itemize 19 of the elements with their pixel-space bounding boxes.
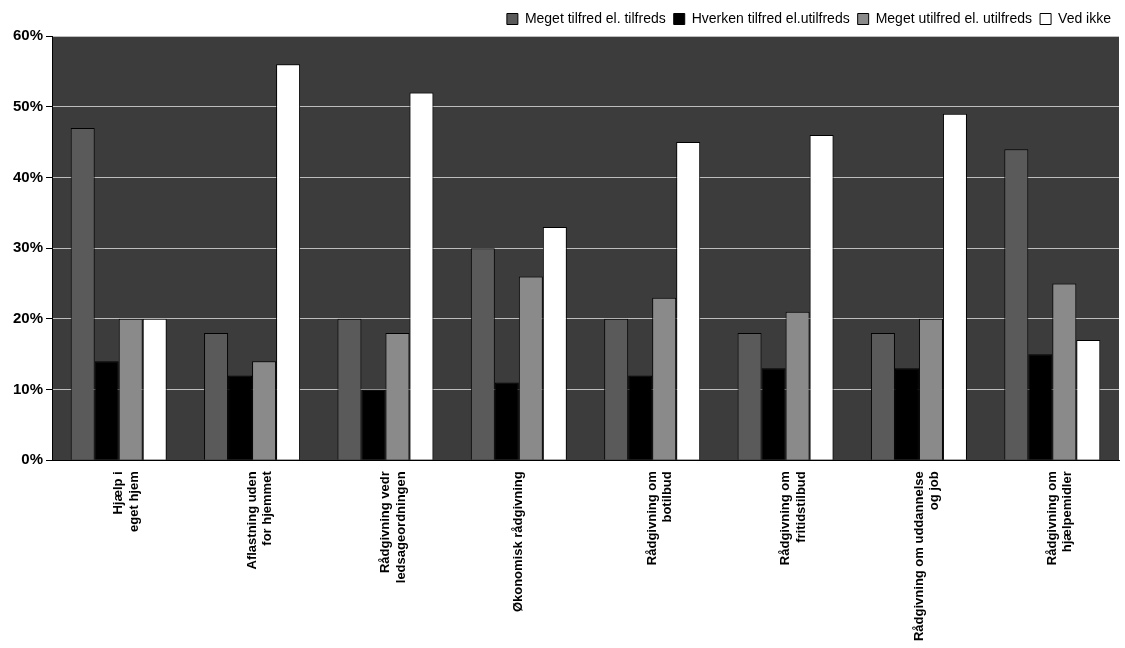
x-tick-label: Hjælp i eget hjem [110,471,141,532]
x-tick-label: Rådgivning om uddannelse og job [910,471,942,642]
y-tick-label: 30% [12,238,44,256]
legend-label: Ved ikke [1058,9,1112,26]
x-tick-label: Rådgivning om botilbud [643,471,675,566]
legend-label: Meget tilfred el. tilfreds [524,9,666,26]
legend-label: Hverken tilfred el.utilfreds [691,9,850,26]
y-tick-label: 10% [12,379,44,397]
y-tick-label: 40% [12,167,44,185]
y-tick-label: 50% [12,96,44,114]
x-tick-label: Rådgivning om hjælpemidler [1043,471,1075,566]
x-tick-label: Økonomisk rådgivning [510,471,526,613]
x-tick-label: Rådgivning om fritidstilbud [777,471,808,566]
x-tick-label: Aflastning uden for hjemmet [243,470,275,570]
legend-label: Meget utilfred el. utilfreds [875,9,1033,26]
y-tick-label: 20% [12,308,44,326]
x-tick-label: Rådgivning vedr ledsageordningen [377,471,408,584]
y-tick-label: 0% [21,450,44,468]
y-tick-label: 60% [12,26,44,44]
